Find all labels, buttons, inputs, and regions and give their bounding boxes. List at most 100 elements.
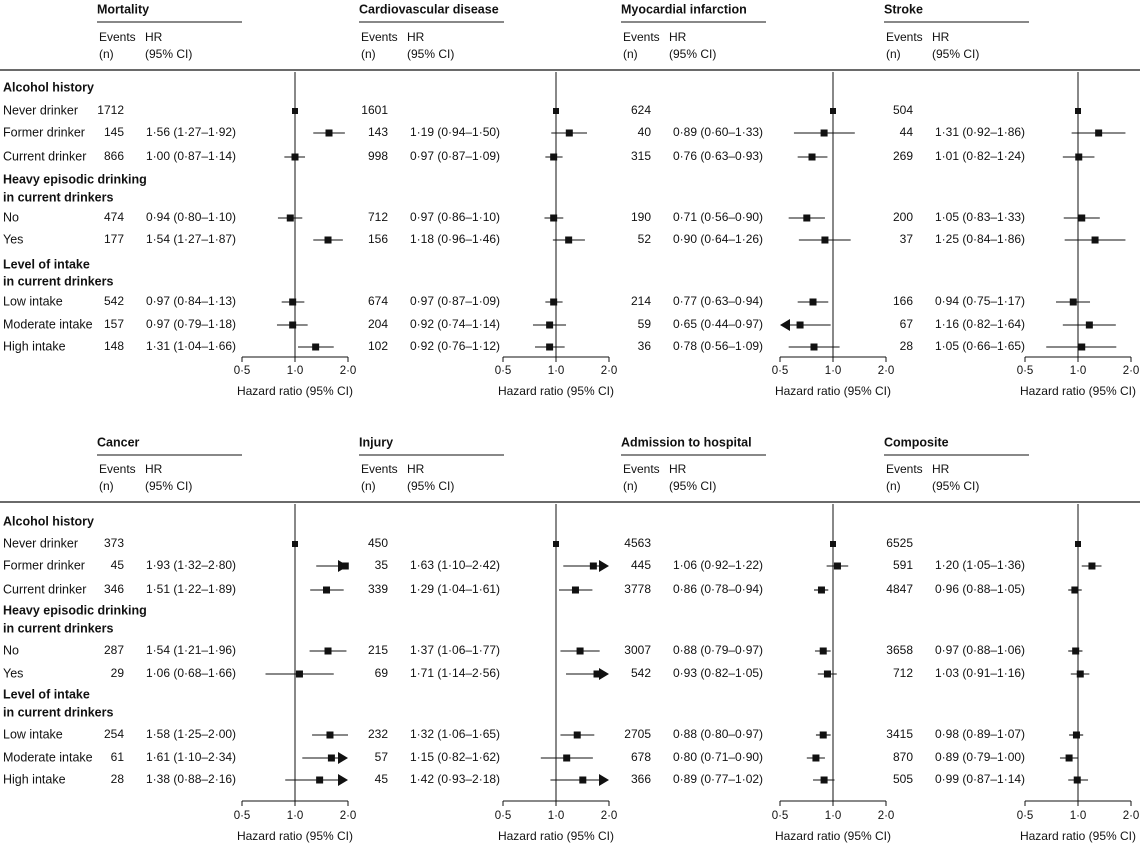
- section-heading: in current drinkers: [3, 621, 113, 635]
- events-value: 35: [375, 558, 389, 572]
- hr-value: 1·15 (0·82–1·62): [410, 750, 500, 764]
- events-value: 166: [893, 294, 913, 308]
- events-value: 674: [368, 294, 388, 308]
- hr-value: 1·29 (1·04–1·61): [410, 582, 500, 596]
- hr-header: HR: [145, 30, 163, 44]
- events-value: 44: [900, 125, 914, 139]
- panel-title: Composite: [884, 435, 949, 449]
- hr-point: [324, 647, 332, 655]
- ci-arrow-right: [599, 560, 609, 572]
- hr-value: 0·88 (0·79–0·97): [673, 643, 763, 657]
- hr-point: [553, 541, 559, 547]
- row-label: Current drinker: [3, 582, 86, 596]
- hr-value: 1·03 (0·91–1·16): [935, 666, 1025, 680]
- section-heading: Heavy episodic drinking: [3, 603, 147, 617]
- hr-value: 0·77 (0·63–0·94): [673, 294, 763, 308]
- events-value: 36: [638, 339, 652, 353]
- events-value: 52: [638, 232, 652, 246]
- events-value: 6525: [886, 536, 913, 550]
- hr-value: 1·42 (0·93–2·18): [410, 772, 500, 786]
- hr-header: HR: [932, 30, 950, 44]
- events-value: 37: [900, 232, 914, 246]
- panel-composite: Composite Events (n) HR (95% CI) 0·5 1·0 2·0 Haz…: [884, 435, 1139, 843]
- hr-point: [1078, 214, 1086, 222]
- events-value: 1712: [97, 103, 124, 117]
- section-heading: in current drinkers: [3, 190, 113, 204]
- events-header-unit: (n): [361, 479, 376, 493]
- events-value: 1601: [361, 103, 388, 117]
- hr-point: [1072, 647, 1080, 655]
- events-value: 254: [104, 727, 124, 741]
- hr-point: [546, 321, 554, 329]
- events-header: Events: [886, 462, 923, 476]
- row-label: High intake: [3, 339, 66, 353]
- events-header: Events: [99, 462, 136, 476]
- hr-value: 1·51 (1·22–1·89): [146, 582, 236, 596]
- hr-value: 0·97 (0·84–1·13): [146, 294, 236, 308]
- events-value: 45: [111, 558, 125, 572]
- x-tick-label: 0·5: [495, 810, 512, 822]
- events-header: Events: [99, 30, 136, 44]
- hr-value: 0·94 (0·80–1·10): [146, 210, 236, 224]
- events-value: 4563: [624, 536, 651, 550]
- hr-value: 1·61 (1·10–2·34): [146, 750, 236, 764]
- section-heading: Alcohol history: [3, 514, 94, 528]
- panel-cardiovascular-disease: Cardiovascular disease Events (n) HR (95% CI…: [359, 2, 617, 398]
- x-tick-label: 2·0: [878, 810, 895, 822]
- hr-value: 1·20 (1·05–1·36): [935, 558, 1025, 572]
- hr-value: 0·76 (0·63–0·93): [673, 149, 763, 163]
- hr-value: 0·89 (0·77–1·02): [673, 772, 763, 786]
- events-value: 4847: [886, 582, 913, 596]
- row-label: Former drinker: [3, 558, 85, 572]
- x-tick-label: 0·5: [1017, 365, 1034, 377]
- panel-title: Injury: [359, 435, 393, 449]
- x-tick-label: 1·0: [287, 810, 304, 822]
- panel-title: Myocardial infarction: [621, 2, 747, 16]
- events-value: 232: [368, 727, 388, 741]
- events-value: 59: [638, 317, 652, 331]
- x-tick-label: 2·0: [340, 810, 357, 822]
- hr-point: [565, 129, 573, 137]
- events-value: 315: [631, 149, 651, 163]
- events-value: 143: [368, 125, 388, 139]
- hr-value: 1·31 (1·04–1·66): [146, 339, 236, 353]
- events-value: 61: [111, 750, 125, 764]
- hr-header-unit: (95% CI): [669, 479, 716, 493]
- x-tick-label: 2·0: [1123, 365, 1140, 377]
- hr-value: 1·63 (1·10–2·42): [410, 558, 500, 572]
- hr-point: [809, 298, 817, 306]
- hr-point: [326, 731, 334, 739]
- hr-point: [579, 776, 587, 784]
- hr-value: 0·93 (0·82–1·05): [673, 666, 763, 680]
- hr-header: HR: [145, 462, 163, 476]
- hr-point: [1075, 153, 1083, 161]
- x-axis-label: Hazard ratio (95% CI): [775, 829, 891, 843]
- ci-arrow-right: [599, 668, 609, 680]
- events-header: Events: [886, 30, 923, 44]
- hr-header: HR: [932, 462, 950, 476]
- events-value: 29: [111, 666, 125, 680]
- hr-point: [589, 562, 597, 570]
- x-axis-label: Hazard ratio (95% CI): [1020, 384, 1136, 398]
- hr-point: [292, 108, 298, 114]
- x-tick-label: 0·5: [234, 810, 251, 822]
- events-value: 190: [631, 210, 651, 224]
- hr-point: [593, 670, 601, 678]
- row-label: No: [3, 643, 19, 657]
- hr-header: HR: [669, 30, 687, 44]
- x-tick-label: 2·0: [601, 810, 618, 822]
- events-value: 157: [104, 317, 124, 331]
- hr-point: [1078, 343, 1086, 351]
- events-value: 450: [368, 536, 388, 550]
- hr-header: HR: [669, 462, 687, 476]
- events-value: 366: [631, 772, 651, 786]
- events-value: 28: [111, 772, 125, 786]
- events-value: 3778: [624, 582, 651, 596]
- events-value: 69: [375, 666, 389, 680]
- x-tick-label: 0·5: [772, 810, 789, 822]
- hr-point: [830, 108, 836, 114]
- events-value: 215: [368, 643, 388, 657]
- hr-point: [573, 731, 581, 739]
- events-value: 3007: [624, 643, 651, 657]
- hr-value: 1·06 (0·92–1·22): [673, 558, 763, 572]
